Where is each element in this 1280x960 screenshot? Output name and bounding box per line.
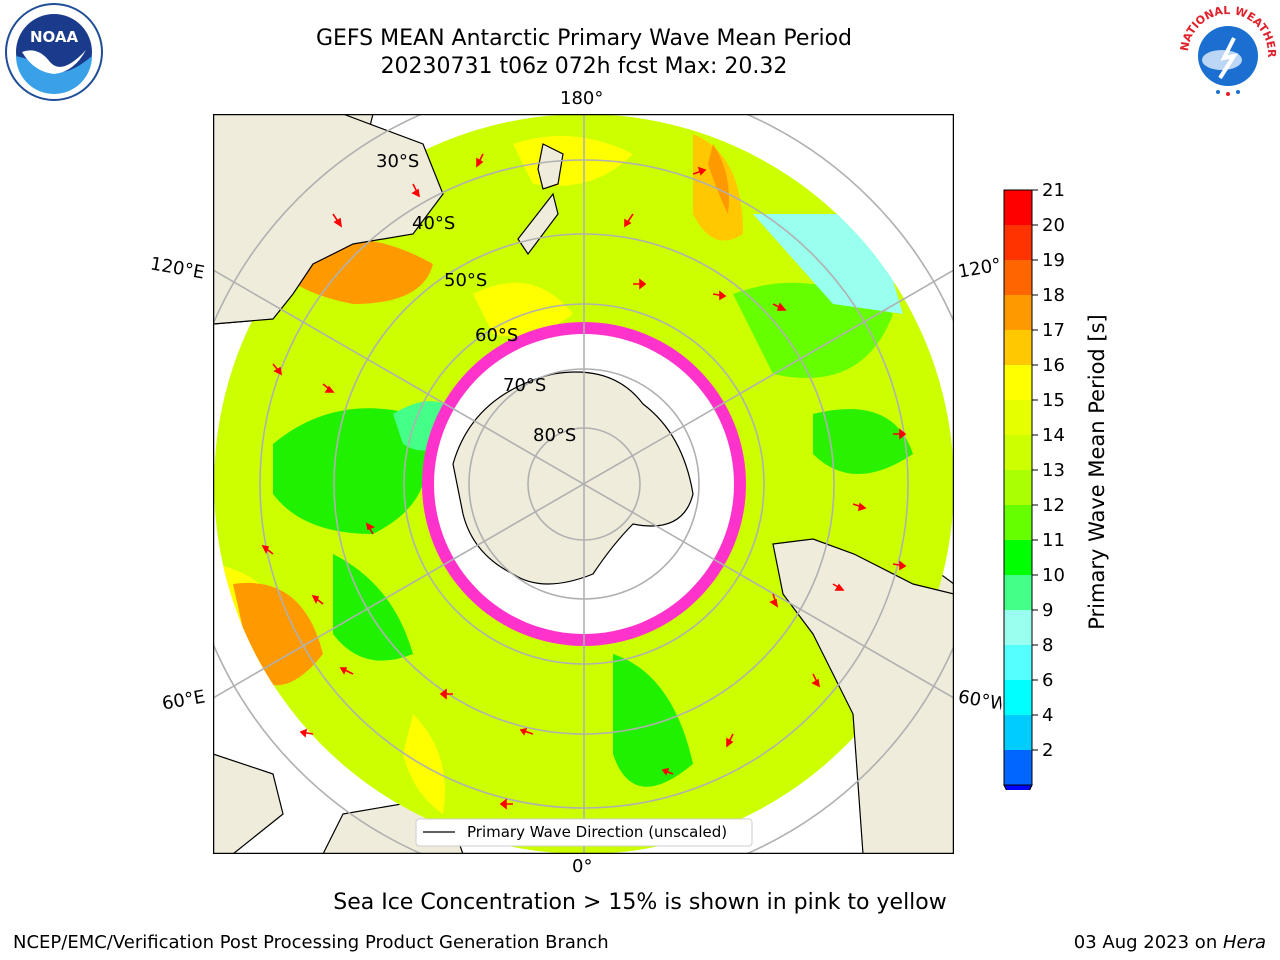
noaa-logo-text: NOAA [30, 28, 79, 46]
map-title: GEFS MEAN Antarctic Primary Wave Mean Pe… [315, 26, 853, 51]
lon-120e-label: 120°E [148, 253, 207, 284]
colorbar-segment [1004, 610, 1032, 645]
colorbar-extend [1003, 784, 1033, 790]
legend-label: Primary Wave Direction (unscaled) [467, 823, 727, 841]
colorbar-segment [1004, 400, 1032, 435]
colorbar-tick-label: 17 [1042, 320, 1065, 341]
colorbar-segment [1004, 190, 1032, 225]
colorbar-tick-label: 6 [1042, 670, 1053, 691]
colorbar-tick-label: 20 [1042, 215, 1065, 236]
map-frame [213, 114, 954, 854]
lat-60s-label: 60°S [475, 325, 518, 346]
colorbar-tick-label: 10 [1042, 565, 1065, 586]
lat-50s-label: 50°S [444, 270, 487, 291]
colorbar-segment [1004, 260, 1032, 295]
lat-40s-label: 40°S [412, 213, 455, 234]
colorbar-segment [1004, 330, 1032, 365]
lon-60e-label: 60°E [160, 686, 207, 715]
colorbar-segment [1004, 575, 1032, 610]
colorbar-segment [1004, 540, 1032, 575]
colorbar-tick-label: 14 [1042, 425, 1065, 446]
colorbar-segment [1004, 470, 1032, 505]
nws-logo: NATIONAL WEATHER SERVICE [1176, 2, 1278, 100]
footer-date: 03 Aug 2023 on Hera [1074, 932, 1266, 953]
colorbar-segment [1004, 505, 1032, 540]
colorbar-segment [1004, 435, 1032, 470]
colorbar-segment [1004, 295, 1032, 330]
colorbar-tick-label: 2 [1042, 740, 1053, 761]
legend-box [415, 818, 753, 847]
colorbar-tick-label: 9 [1042, 600, 1053, 621]
colorbar-tick-label: 18 [1042, 285, 1065, 306]
graticule [213, 114, 954, 854]
colorbar-tick-label: 4 [1042, 705, 1053, 726]
lat-70s-label: 70°S [503, 375, 546, 396]
land-masses [213, 114, 954, 854]
sea-ice-note: Sea Ice Concentration > 15% is shown in … [333, 890, 947, 915]
wave-direction-arrows [261, 153, 907, 836]
colorbar-segment [1004, 680, 1032, 715]
lon-180-label: 180° [560, 88, 604, 109]
colorbar-tick-label: 19 [1042, 250, 1065, 271]
colorbar-tick-label: 12 [1042, 495, 1065, 516]
colorbar-tick-label: 8 [1042, 635, 1053, 656]
lat-80s-label: 80°S [533, 425, 576, 446]
colorbar-tick-label: 11 [1042, 530, 1065, 551]
colorbar-tick-label: 13 [1042, 460, 1065, 481]
lat-30s-label: 30°S [376, 151, 419, 172]
colorbar-tick-label: 21 [1042, 180, 1065, 201]
colorbar-segment [1004, 365, 1032, 400]
noaa-logo: NOAA [5, 3, 103, 101]
footer-date-text: 03 Aug 2023 on [1073, 932, 1223, 953]
polar-map: 30°S 40°S 50°S 60°S 70°S 80°S Primary Wa… [213, 114, 954, 854]
colorbar-segment [1004, 645, 1032, 680]
lon-0-label: 0° [572, 856, 593, 877]
colorbar: 21 20 19 18 17 16 15 14 13 12 11 10 9 8 6 4 2 [1003, 180, 1065, 790]
footer-host: Hera [1222, 932, 1266, 953]
footer-branch: NCEP/EMC/Verification Post Processing Pr… [13, 932, 609, 953]
colorbar-tick-label: 15 [1042, 390, 1065, 411]
map-subtitle: 20230731 t06z 072h fcst Max: 20.32 [380, 54, 788, 79]
colorbar-segment [1004, 750, 1032, 785]
colorbar-frame [1003, 189, 1033, 790]
colorbar-segment [1004, 715, 1032, 750]
colorbar-label: Primary Wave Mean Period [s] [1085, 314, 1109, 630]
colorbar-segment [1004, 225, 1032, 260]
colorbar-tick-label: 16 [1042, 355, 1065, 376]
